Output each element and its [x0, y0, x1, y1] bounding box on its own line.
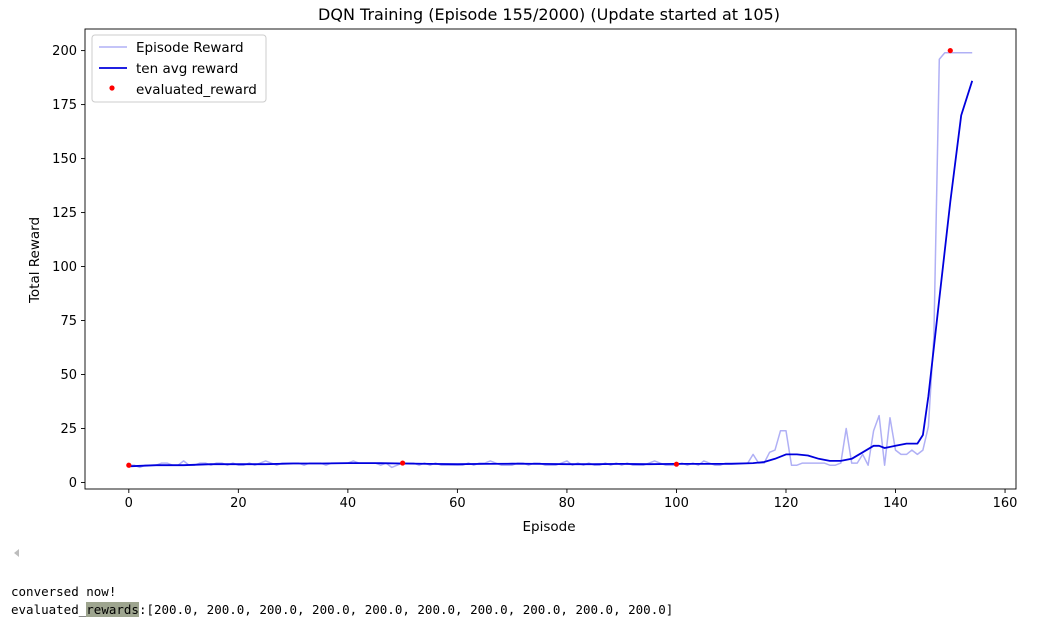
x-tick-label: 0 — [125, 496, 133, 511]
search-highlight: rewards — [86, 602, 139, 617]
output-line-evaluated-rewards: evaluated_rewards:[200.0, 200.0, 200.0, … — [11, 602, 673, 617]
output-text-prefix: evaluated_ — [11, 602, 87, 617]
output-text-values: :[200.0, 200.0, 200.0, 200.0, 200.0, 200… — [138, 602, 674, 617]
y-tick-label: 75 — [60, 314, 77, 329]
y-axis-label: Total Reward — [27, 217, 43, 304]
x-tick-label: 60 — [449, 496, 466, 511]
x-tick-label: 140 — [883, 496, 908, 511]
series-line-episode-reward — [128, 52, 973, 469]
y-tick-label: 25 — [60, 422, 77, 437]
legend-label-episode-reward: Episode Reward — [136, 40, 244, 56]
x-tick-label: 20 — [230, 496, 247, 511]
x-tick-label: 80 — [559, 496, 576, 511]
x-axis-ticks: 0 20 40 60 80 100 120 140 160 — [125, 489, 1018, 511]
x-tick-label: 40 — [340, 496, 357, 511]
legend-label-evaluated-reward: evaluated_reward — [136, 82, 257, 98]
x-tick-label: 160 — [993, 496, 1018, 511]
x-tick-label: 120 — [774, 496, 799, 511]
y-axis-ticks: 0 25 50 75 100 125 150 175 200 — [52, 44, 85, 491]
data-point-evaluated-reward — [947, 47, 953, 54]
y-tick-label: 200 — [52, 44, 77, 59]
y-tick-label: 175 — [52, 98, 77, 113]
legend: Episode Reward ten avg reward evaluated_… — [91, 34, 267, 103]
series-layer — [126, 47, 974, 469]
y-tick-label: 50 — [60, 368, 77, 383]
y-tick-label: 150 — [52, 152, 77, 167]
data-point-evaluated-reward — [126, 462, 132, 468]
y-tick-label: 125 — [52, 206, 77, 221]
legend-label-ten-avg-reward: ten avg reward — [136, 61, 238, 77]
x-tick-label: 100 — [664, 496, 689, 511]
legend-box — [91, 34, 267, 103]
series-line-ten-avg-reward — [128, 80, 974, 468]
output-line-converged: conversed now! — [11, 584, 117, 599]
y-tick-label: 0 — [69, 476, 77, 491]
data-point-evaluated-reward — [400, 460, 406, 466]
chart-title: DQN Training (Episode 155/2000) (Update … — [318, 5, 780, 24]
data-point-evaluated-reward — [673, 461, 680, 467]
plot-frame — [84, 28, 1017, 490]
collapse-arrow-icon[interactable] — [14, 549, 19, 557]
training-chart: DQN Training (Episode 155/2000) (Update … — [27, 5, 1018, 535]
legend-swatch-evaluated-reward — [109, 85, 115, 91]
x-axis-label: Episode — [522, 519, 575, 535]
y-tick-label: 100 — [52, 260, 77, 275]
